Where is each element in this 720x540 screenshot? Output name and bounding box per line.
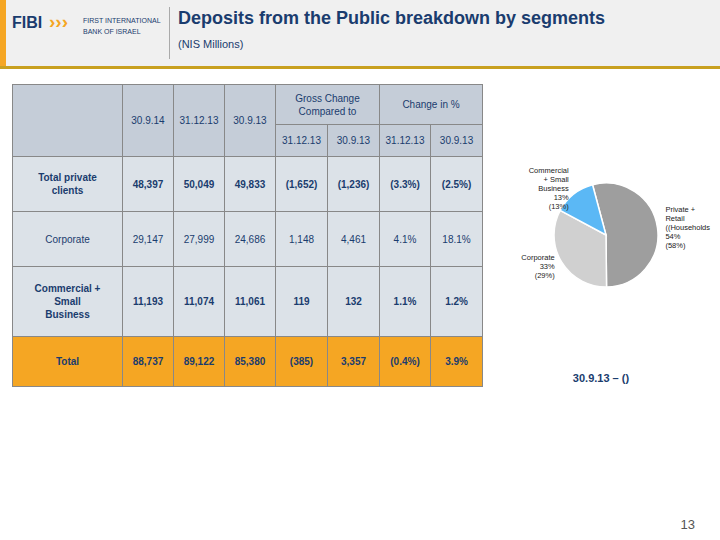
html-text:Corporate: Corporate: [45, 233, 90, 245]
html-text:24,686: 24,686: [234, 233, 266, 245]
html-text:Change in %: Change in %: [402, 99, 460, 110]
html-text:30.9.13: 30.9.13: [233, 115, 267, 126]
html-text:88,737: 88,737: [132, 356, 164, 367]
html-text:30.9.13: 30.9.13: [439, 135, 474, 146]
html-text:FIRST INTERNATIONAL: FIRST INTERNATIONAL: [83, 17, 161, 24]
html-text:Commercial + Small Business: Commercial + Small Business: [34, 283, 101, 320]
html-text:11,061: 11,061: [235, 296, 265, 307]
html-text:(NIS Millions): (NIS Millions): [178, 38, 244, 50]
html-text:11,074: 11,074: [184, 296, 214, 307]
svg-text:Commercial+ SmallBusiness13%(1: Commercial+ SmallBusiness13%(13%): [529, 165, 570, 210]
html-text:50,049: 50,049: [183, 178, 215, 190]
html-text:Gross Change Compared to: Gross Change Compared to: [295, 92, 360, 117]
html-text:89,122: 89,122: [183, 356, 215, 367]
svg-text:Private +Retail((Households54%: Private +Retail((Households54%(58%): [665, 204, 710, 249]
html-text:(0.4%): (0.4%): [390, 356, 420, 367]
html-text:(2.5%): (2.5%): [441, 178, 472, 190]
html-text:1,148: 1,148: [289, 233, 314, 245]
html-text:(385): (385): [289, 356, 314, 367]
html-text:3.9%: 3.9%: [445, 356, 468, 367]
html-text:48,397: 48,397: [132, 178, 164, 190]
html-text:49,833: 49,833: [234, 178, 266, 190]
html-text:30.9.13 – (): 30.9.13 – (): [572, 372, 630, 384]
html-text:85,380: 85,380: [234, 356, 266, 367]
html-text:27,999: 27,999: [183, 233, 215, 245]
html-text:(1,236): (1,236): [337, 178, 370, 190]
html-text:119: 119: [293, 296, 310, 307]
html-text:(1,652): (1,652): [285, 178, 318, 190]
html-text:(3.3%): (3.3%): [390, 178, 420, 190]
html-text:31.12.13: 31.12.13: [282, 135, 321, 146]
html-text:4,461: 4,461: [341, 233, 366, 245]
html-text:1.2%: 1.2%: [445, 296, 468, 307]
html-text:11,193: 11,193: [133, 296, 163, 307]
html-text:4.1%: 4.1%: [393, 233, 417, 245]
html-text:30.9.13: 30.9.13: [336, 135, 371, 146]
svg-text:Corporate33%(29%): Corporate33%(29%): [521, 253, 555, 280]
html-text:29,147: 29,147: [132, 233, 164, 245]
html-text:Total private clients: Total private clients: [38, 172, 97, 196]
html-text:Deposits from the Public break: Deposits from the Public breakdown by se…: [178, 8, 606, 28]
html-text:13: 13: [680, 517, 695, 532]
html-text:Total: Total: [55, 356, 80, 367]
html-text:31.12.13: 31.12.13: [179, 115, 219, 126]
html-text:FIBI ›››: FIBI ›››: [12, 11, 68, 32]
html-text:18.1%: 18.1%: [442, 233, 471, 245]
html-text:31.12.13: 31.12.13: [385, 135, 425, 146]
html-text:132: 132: [345, 296, 362, 307]
html-text:30.9.14: 30.9.14: [131, 115, 165, 126]
html-text:3,357: 3,357: [341, 356, 366, 367]
html-text:BANK OF ISRAEL: BANK OF ISRAEL: [83, 28, 141, 35]
html-text:1.1%: 1.1%: [393, 296, 417, 307]
